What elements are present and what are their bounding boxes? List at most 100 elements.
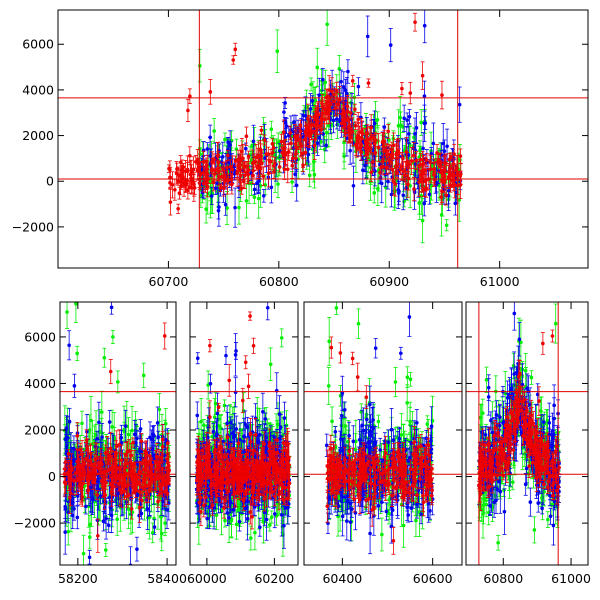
data-point bbox=[186, 108, 190, 113]
data-point bbox=[405, 118, 409, 122]
data-point bbox=[391, 179, 396, 184]
data-point bbox=[319, 128, 323, 132]
data-point bbox=[307, 173, 312, 178]
data-point bbox=[110, 425, 114, 429]
data-point bbox=[230, 167, 235, 172]
data-point bbox=[360, 131, 365, 136]
data-point bbox=[325, 22, 329, 27]
data-point bbox=[299, 144, 303, 148]
data-point bbox=[387, 138, 391, 142]
data-point bbox=[404, 186, 408, 190]
data-point bbox=[266, 171, 271, 175]
data-point bbox=[263, 156, 267, 160]
data-point bbox=[365, 131, 370, 136]
data-point bbox=[326, 108, 330, 113]
data-point bbox=[390, 152, 395, 156]
data-point bbox=[175, 167, 179, 171]
data-point bbox=[288, 131, 292, 135]
data-point bbox=[201, 170, 206, 175]
data-point bbox=[361, 168, 365, 172]
data-point bbox=[452, 173, 457, 178]
data-point bbox=[262, 138, 267, 142]
data-point bbox=[185, 169, 190, 174]
data-point bbox=[286, 133, 291, 138]
data-point bbox=[111, 335, 115, 339]
y-tick-label: 4000 bbox=[22, 82, 54, 97]
data-point bbox=[366, 145, 371, 150]
data-point bbox=[298, 123, 303, 127]
data-point bbox=[242, 179, 246, 184]
data-point bbox=[199, 193, 203, 198]
data-point bbox=[261, 174, 266, 179]
data-point bbox=[339, 79, 343, 84]
data-point bbox=[115, 517, 119, 522]
data-point bbox=[258, 147, 263, 152]
data-point bbox=[324, 130, 329, 135]
data-point bbox=[209, 194, 214, 198]
data-point bbox=[80, 421, 84, 426]
data-point bbox=[87, 428, 92, 432]
data-point bbox=[313, 137, 318, 141]
data-point bbox=[252, 187, 257, 192]
data-point bbox=[421, 146, 425, 151]
data-point bbox=[313, 98, 318, 103]
data-point bbox=[126, 506, 131, 511]
data-point bbox=[201, 181, 206, 186]
data-point bbox=[301, 163, 305, 168]
data-point bbox=[213, 186, 218, 191]
data-point bbox=[376, 186, 380, 191]
data-points bbox=[166, 12, 463, 216]
data-point bbox=[138, 427, 143, 431]
data-point bbox=[309, 82, 313, 87]
data-point bbox=[188, 94, 192, 99]
data-point bbox=[303, 138, 308, 142]
data-point bbox=[347, 128, 352, 133]
data-point bbox=[356, 135, 361, 139]
data-point bbox=[342, 113, 346, 117]
data-point bbox=[173, 187, 177, 192]
data-point bbox=[81, 551, 86, 556]
data-point bbox=[323, 80, 328, 85]
data-point bbox=[293, 156, 298, 160]
data-points bbox=[62, 302, 172, 565]
data-point bbox=[279, 139, 284, 144]
data-point bbox=[223, 137, 227, 142]
data-point bbox=[290, 156, 295, 161]
data-point bbox=[439, 195, 443, 199]
data-point bbox=[401, 193, 406, 198]
data-point bbox=[330, 89, 334, 94]
data-point bbox=[183, 183, 188, 187]
data-point bbox=[346, 69, 350, 74]
data-point bbox=[220, 155, 225, 159]
data-point bbox=[221, 186, 226, 191]
data-point bbox=[244, 134, 249, 139]
data-point bbox=[407, 114, 412, 119]
data-point bbox=[271, 145, 276, 150]
data-point bbox=[259, 128, 264, 133]
data-point bbox=[380, 140, 385, 144]
data-point bbox=[408, 91, 413, 95]
data-point bbox=[225, 165, 229, 170]
data-point bbox=[332, 99, 336, 104]
data-point bbox=[411, 153, 416, 158]
data-point bbox=[413, 131, 417, 136]
data-point bbox=[126, 432, 131, 437]
data-point bbox=[208, 90, 213, 94]
data-point bbox=[297, 137, 301, 141]
data-point bbox=[409, 159, 414, 163]
data-point bbox=[375, 118, 380, 122]
data-point bbox=[353, 107, 357, 112]
data-point bbox=[338, 118, 342, 123]
data-point bbox=[194, 160, 198, 164]
data-point bbox=[100, 410, 104, 414]
data-point bbox=[431, 141, 436, 146]
y-tick-label: −2000 bbox=[12, 219, 54, 234]
data-point bbox=[412, 187, 416, 191]
data-point bbox=[256, 196, 261, 201]
data-point bbox=[251, 161, 255, 165]
data-point bbox=[157, 407, 162, 412]
data-point bbox=[439, 213, 444, 217]
data-point bbox=[402, 116, 406, 121]
x-tick-label: 60800 bbox=[259, 274, 299, 289]
data-point bbox=[240, 149, 244, 154]
